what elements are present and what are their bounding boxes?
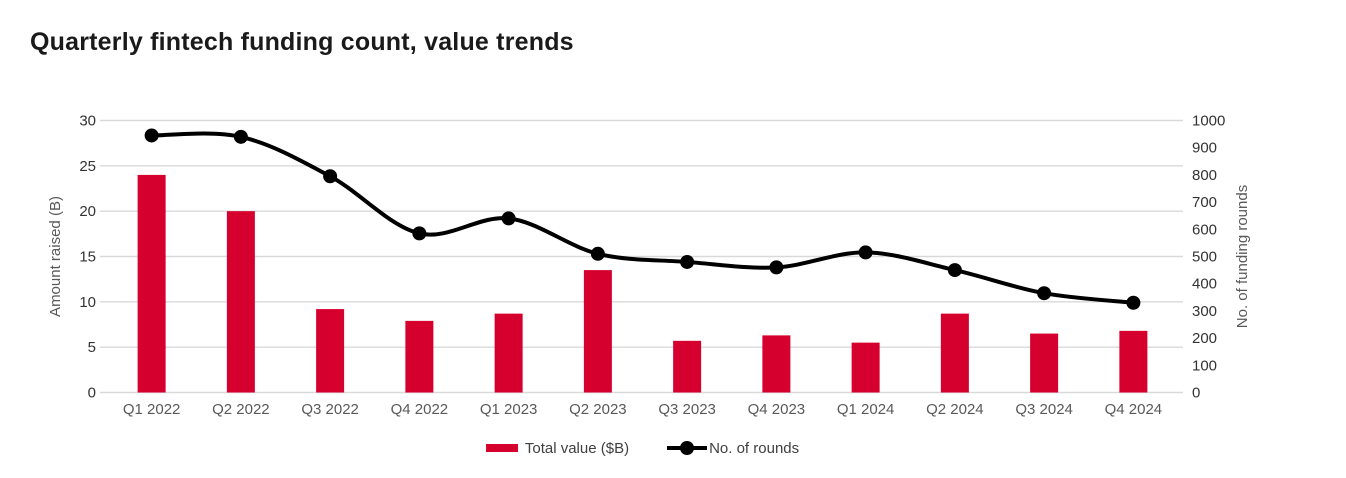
line-point	[501, 211, 516, 226]
bar	[226, 211, 255, 393]
bar	[1030, 333, 1059, 393]
line-point	[144, 128, 159, 143]
line-path	[149, 131, 1136, 305]
line-point	[233, 129, 248, 144]
bar	[316, 309, 345, 393]
x-axis-label: Q1 2024	[837, 401, 895, 418]
left-axis-tick-label: 5	[88, 339, 96, 356]
line-point	[412, 226, 427, 241]
right-axis-tick-label: 300	[1192, 303, 1217, 320]
legend-label-total-value: Total value ($B)	[524, 439, 630, 457]
bar	[851, 342, 880, 393]
legend-label-no-of-rounds: No. of rounds	[709, 439, 800, 457]
legend-item-no-of-rounds: No. of rounds	[667, 440, 799, 457]
right-axis-tick-label: 0	[1192, 385, 1200, 402]
left-axis-tick-label: 10	[79, 294, 96, 311]
line-series-layer	[144, 128, 1141, 310]
gridlines-layer	[100, 119, 1183, 394]
line-point	[590, 246, 605, 261]
right-axis-tick-label: 1000	[1192, 113, 1225, 130]
x-axis-label: Q2 2023	[569, 401, 627, 418]
bar	[494, 313, 523, 393]
chart-legend: Total value ($B) No. of rounds	[107, 437, 1178, 459]
x-axis-label: Q3 2022	[301, 401, 359, 418]
legend-item-total-value: Total value ($B)	[485, 439, 630, 457]
right-axis-tick-label: 100	[1192, 357, 1217, 374]
left-axis-tick-label: 0	[88, 385, 96, 402]
x-axis-label: Q1 2023	[480, 401, 538, 418]
x-axis-label: Q4 2023	[748, 401, 806, 418]
x-axis-label: Q3 2024	[1015, 401, 1073, 418]
x-axis-label: Q2 2022	[212, 401, 270, 418]
bar	[405, 320, 434, 393]
chart-title: Quarterly fintech funding count, value t…	[30, 28, 574, 56]
left-axis-tick-label: 30	[79, 113, 96, 130]
left-axis-title: Amount raised (B)	[47, 196, 64, 317]
line-point	[947, 263, 962, 278]
line-point	[323, 169, 338, 184]
bar	[762, 335, 791, 393]
right-axis-tick-label: 500	[1192, 249, 1217, 266]
bar	[940, 313, 969, 393]
bar-series-layer	[137, 174, 1148, 393]
left-axis-tick-label: 15	[79, 249, 96, 266]
x-axis-label: Q3 2023	[658, 401, 716, 418]
x-axis-label: Q4 2022	[391, 401, 449, 418]
line-marker-swatch-icon	[667, 440, 708, 456]
right-axis-tick-label: 400	[1192, 276, 1217, 293]
line-point	[1037, 286, 1052, 301]
bar	[673, 340, 702, 393]
right-axis-tick-label: 200	[1192, 330, 1217, 347]
axis-labels-layer: 0510152025300100200300400500600700800900…	[79, 113, 1225, 419]
bar	[583, 270, 612, 393]
bar	[1119, 330, 1148, 393]
right-axis-tick-label: 900	[1192, 140, 1217, 157]
x-axis-label: Q1 2022	[123, 401, 181, 418]
right-axis-tick-label: 600	[1192, 221, 1217, 238]
line-swatch-dot	[680, 441, 695, 455]
right-axis-tick-label: 800	[1192, 167, 1217, 184]
line-point	[769, 260, 784, 275]
left-axis-tick-label: 25	[79, 158, 96, 175]
left-axis-tick-label: 20	[79, 203, 96, 220]
bar-swatch-icon	[485, 444, 518, 452]
x-axis-label: Q4 2024	[1105, 401, 1163, 418]
line-point	[680, 254, 695, 269]
bar	[137, 174, 166, 393]
x-axis-label: Q2 2024	[926, 401, 984, 418]
right-axis-title: No. of funding rounds	[1234, 185, 1251, 328]
line-point	[858, 245, 873, 260]
right-axis-tick-label: 700	[1192, 194, 1217, 211]
line-point	[1126, 295, 1141, 310]
